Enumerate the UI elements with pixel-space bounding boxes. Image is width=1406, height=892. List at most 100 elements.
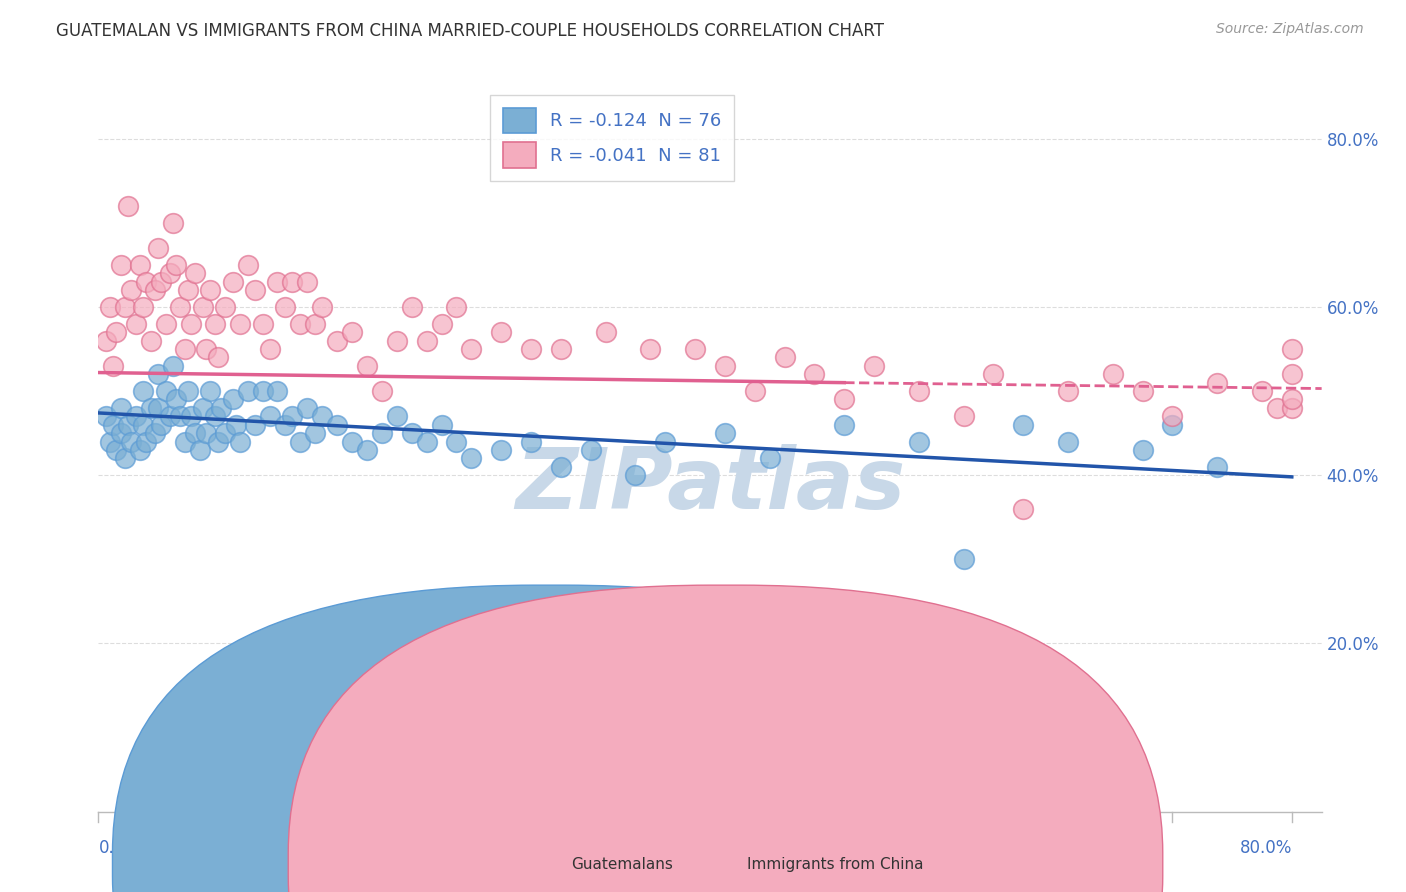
Point <box>221 392 243 407</box>
Point <box>288 317 311 331</box>
Point <box>188 442 211 457</box>
Point <box>252 384 274 398</box>
Point <box>430 417 453 432</box>
Point <box>520 434 543 449</box>
Point <box>595 325 617 339</box>
Point <box>832 392 855 407</box>
Point <box>274 300 297 314</box>
Point <box>281 275 304 289</box>
Point <box>311 300 333 314</box>
Point <box>155 384 177 398</box>
Point <box>180 317 202 331</box>
Point <box>1132 442 1154 457</box>
Point <box>326 417 349 432</box>
Point <box>200 283 222 297</box>
Point <box>132 300 155 314</box>
Point <box>297 401 319 415</box>
Point <box>207 434 229 449</box>
Point <box>1206 376 1229 390</box>
Point <box>194 342 217 356</box>
Point <box>146 368 169 382</box>
Text: 80.0%: 80.0% <box>1240 838 1292 856</box>
Point <box>146 241 169 255</box>
Point <box>191 300 214 314</box>
Point <box>714 359 737 373</box>
Point <box>1281 368 1303 382</box>
Point <box>624 468 647 483</box>
Text: GUATEMALAN VS IMMIGRANTS FROM CHINA MARRIED-COUPLE HOUSEHOLDS CORRELATION CHART: GUATEMALAN VS IMMIGRANTS FROM CHINA MARR… <box>56 22 884 40</box>
Point <box>165 392 187 407</box>
Point <box>1281 392 1303 407</box>
Point <box>174 434 197 449</box>
Point <box>200 384 222 398</box>
Point <box>983 368 1005 382</box>
Point <box>446 434 468 449</box>
Point <box>252 317 274 331</box>
Point <box>401 426 423 441</box>
Point <box>146 401 169 415</box>
Point <box>1057 434 1080 449</box>
Point <box>1012 417 1035 432</box>
Point <box>114 300 136 314</box>
Point <box>129 258 152 272</box>
Point <box>908 384 931 398</box>
Point <box>1281 342 1303 356</box>
Text: ZIPatlas: ZIPatlas <box>515 444 905 527</box>
Point <box>1101 368 1123 382</box>
Point <box>169 300 191 314</box>
Point <box>236 258 259 272</box>
Point <box>243 283 266 297</box>
Point <box>110 401 132 415</box>
Point <box>125 409 148 424</box>
Point <box>356 359 378 373</box>
Point <box>155 317 177 331</box>
Point <box>1206 459 1229 474</box>
Point <box>714 426 737 441</box>
Point <box>401 300 423 314</box>
Point <box>150 275 173 289</box>
Point <box>110 426 132 441</box>
Point <box>1251 384 1274 398</box>
Point <box>169 409 191 424</box>
Point <box>162 359 184 373</box>
Point <box>415 334 437 348</box>
Point <box>288 434 311 449</box>
Point <box>550 342 572 356</box>
Point <box>117 417 139 432</box>
Point <box>356 442 378 457</box>
Point <box>579 442 602 457</box>
Point <box>135 434 157 449</box>
Point <box>132 417 155 432</box>
Point <box>150 417 173 432</box>
Point <box>520 342 543 356</box>
Point <box>773 351 796 365</box>
Point <box>139 334 162 348</box>
Point <box>460 451 482 466</box>
Point <box>143 283 166 297</box>
Point <box>863 359 886 373</box>
Point <box>184 266 207 280</box>
Point <box>214 426 236 441</box>
Point <box>683 342 706 356</box>
Point <box>207 351 229 365</box>
Point <box>120 283 142 297</box>
Point <box>191 401 214 415</box>
Point <box>165 258 187 272</box>
Point <box>446 300 468 314</box>
Legend: R = -0.124  N = 76, R = -0.041  N = 81: R = -0.124 N = 76, R = -0.041 N = 81 <box>491 95 734 180</box>
Point <box>385 334 408 348</box>
Point <box>132 384 155 398</box>
Point <box>952 552 974 566</box>
Point <box>371 426 394 441</box>
Point <box>229 317 252 331</box>
Point <box>1132 384 1154 398</box>
Point <box>105 325 128 339</box>
Point <box>489 325 512 339</box>
Point <box>832 417 855 432</box>
Point <box>177 384 200 398</box>
Point <box>129 442 152 457</box>
Point <box>214 300 236 314</box>
Point <box>94 409 117 424</box>
Point <box>758 451 780 466</box>
Point <box>98 434 121 449</box>
